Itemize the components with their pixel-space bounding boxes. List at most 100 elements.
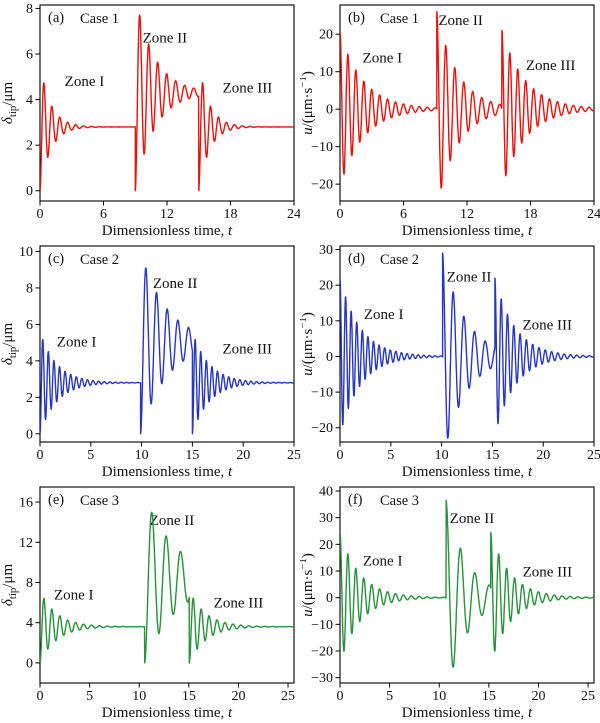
x-axis-title: Dimensionless time, t (102, 705, 233, 721)
case-label: Case 3 (80, 493, 119, 509)
y-axis-title: δtip/μm (0, 82, 19, 125)
y-tick-label: 30 (319, 243, 333, 258)
x-tick-label: 24 (587, 207, 600, 222)
series-line (40, 14, 294, 192)
x-tick-label: 0 (337, 689, 344, 704)
zone-annotation: Zone III (526, 58, 576, 74)
zone-annotation: Zone I (54, 588, 94, 604)
zone-annotation: Zone III (223, 81, 273, 97)
case-label: Case 1 (80, 11, 119, 27)
x-tick-label: 25 (587, 448, 600, 463)
y-tick-label: 20 (319, 538, 333, 553)
series-line (40, 267, 294, 435)
x-tick-label: 0 (337, 207, 344, 222)
zone-annotation: Zone III (222, 342, 272, 358)
y-tick-label: 0 (326, 591, 333, 606)
y-tick-label: −20 (311, 645, 333, 660)
y-tick-label: 8 (26, 576, 33, 591)
x-tick-label: 15 (185, 448, 199, 463)
panel-letter: (e) (48, 492, 64, 508)
plot-frame (339, 245, 595, 443)
y-tick-label: −10 (311, 618, 333, 633)
y-tick-label: 20 (319, 28, 333, 43)
y-tick-label: −10 (311, 386, 333, 401)
x-axis-title: Dimensionless time, t (102, 464, 233, 480)
panel-a: 0 6 12 18 24 0 2 4 6 8 Dimensionless time, t δtip/μ… (0, 0, 300, 241)
x-tick-label: 12 (460, 207, 474, 222)
x-tick-label: 10 (435, 448, 449, 463)
panel-f-chart: 0 5 10 15 20 25 −30 −20 −10 0 10 20 30 40 Dimensionles… (300, 485, 595, 722)
y-tick-label: 6 (26, 318, 33, 333)
x-tick-label: 5 (386, 689, 393, 704)
zone-annotation: Zone I (65, 74, 105, 90)
x-axis-title: Dimensionless time, t (402, 464, 533, 480)
y-tick-label: 0 (26, 184, 33, 199)
zone-annotation: Zone III (523, 564, 573, 580)
y-tick-label: 0 (326, 103, 333, 118)
panel-b-chart: 0 6 12 18 24 −20 −10 0 10 20 Dimensionless time, t… (300, 4, 600, 239)
x-tick-label: 25 (581, 689, 595, 704)
y-axis-title: u/(μm·s−1) (300, 71, 316, 135)
x-tick-label: 10 (432, 689, 446, 704)
zone-annotation: Zone II (438, 13, 483, 29)
panel-letter: (f) (348, 492, 363, 508)
zone-annotation: Zone I (363, 554, 403, 570)
y-tick-label: 10 (319, 65, 333, 80)
zone-annotation: Zone II (143, 31, 188, 47)
case-label: Case 1 (380, 11, 419, 27)
y-tick-label: 4 (26, 354, 33, 369)
y-tick-label: 16 (19, 496, 33, 511)
x-tick-label: 12 (160, 207, 174, 222)
y-tick-label: 8 (26, 281, 33, 296)
x-tick-label: 25 (281, 689, 295, 704)
zone-annotation: Zone II (150, 513, 195, 529)
x-tick-label: 0 (37, 207, 44, 222)
x-tick-label: 15 (485, 448, 499, 463)
zone-annotation: Zone II (450, 511, 495, 527)
zone-annotation: Zone III (522, 318, 572, 334)
y-tick-label: −20 (311, 421, 333, 436)
plot-frame (39, 486, 295, 684)
x-tick-label: 10 (135, 448, 149, 463)
y-tick-label: 6 (26, 48, 33, 63)
zone-annotation: Zone II (153, 276, 198, 292)
panel-letter: (b) (348, 10, 365, 26)
x-axis-title: Dimensionless time, t (102, 223, 233, 239)
panel-e: 0 5 10 15 20 25 0 4 8 12 16 Dimensionless time, t δt… (0, 482, 300, 723)
zone-annotation: Zone III (214, 596, 264, 612)
series-line (340, 499, 594, 668)
y-tick-label: 0 (26, 427, 33, 442)
y-axis-title: u/(μm·s−1) (300, 312, 316, 376)
x-tick-label: 0 (337, 448, 344, 463)
case-label: Case 2 (80, 252, 119, 268)
y-tick-label: −30 (311, 671, 333, 686)
y-tick-label: 40 (319, 485, 333, 500)
panel-f: 0 5 10 15 20 25 −30 −20 −10 0 10 20 30 40 Dimensionles… (300, 482, 600, 723)
case-label: Case 2 (380, 252, 419, 268)
x-tick-label: 24 (287, 207, 300, 222)
y-axis-title: δtip/μm (0, 564, 19, 607)
y-tick-label: 8 (26, 2, 33, 17)
y-tick-label: 12 (19, 536, 33, 551)
x-tick-label: 20 (531, 689, 545, 704)
y-tick-label: 2 (26, 391, 33, 406)
x-tick-label: 18 (524, 207, 538, 222)
x-tick-label: 15 (182, 689, 196, 704)
y-tick-label: 30 (319, 511, 333, 526)
panel-b: 0 6 12 18 24 −20 −10 0 10 20 Dimensionless time, t… (300, 0, 600, 241)
y-axis-title: u/(μm·s−1) (300, 553, 316, 617)
panel-d-chart: 0 5 10 15 20 25 −20 −10 0 10 20 30 Dimensionless tim… (300, 243, 600, 480)
zone-annotation: Zone I (363, 50, 403, 66)
x-tick-label: 5 (87, 448, 94, 463)
x-tick-label: 5 (86, 689, 93, 704)
y-tick-label: 20 (319, 279, 333, 294)
y-tick-label: 10 (19, 245, 33, 260)
x-tick-label: 20 (231, 689, 245, 704)
y-tick-label: −10 (311, 140, 333, 155)
y-tick-label: 0 (26, 656, 33, 671)
y-tick-label: 10 (319, 565, 333, 580)
x-tick-label: 10 (132, 689, 146, 704)
series-line (340, 252, 594, 439)
